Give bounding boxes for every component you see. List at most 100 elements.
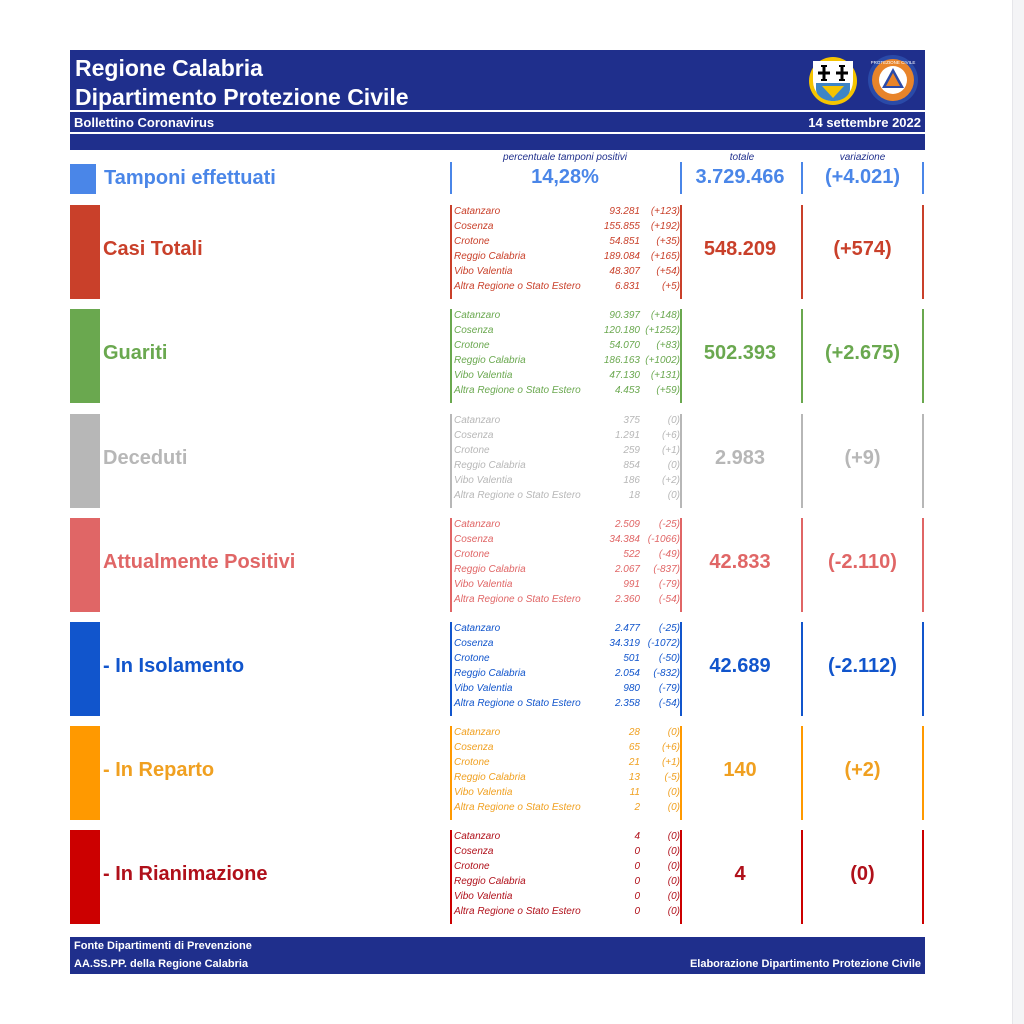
province-delta: (+35) (656, 236, 680, 247)
province-row: Catanzaro 28 (0) (454, 727, 682, 742)
divider (801, 830, 803, 924)
province-value: 120.180 (603, 325, 640, 336)
province-name: Crotone (454, 861, 490, 872)
header-stripe (70, 134, 925, 150)
footer-source-line2: AA.SS.PP. della Regione Calabria (74, 958, 249, 970)
province-delta: (0) (667, 861, 680, 872)
province-row: Crotone 0 (0) (454, 861, 682, 876)
province-name: Reggio Calabria (454, 772, 526, 783)
header-title: Regione Calabria Dipartimento Protezione… (75, 54, 409, 112)
province-delta: (-832) (653, 668, 680, 679)
divider (801, 205, 803, 299)
province-delta: (+5) (661, 281, 680, 292)
section-color-bar (70, 205, 100, 299)
province-value: 13 (628, 772, 640, 783)
province-value: 854 (623, 460, 640, 471)
section-row: Attualmente Positivi Catanzaro 2.509 (-25) C… (70, 518, 925, 612)
province-value: 47.130 (609, 370, 640, 381)
province-row: Crotone 54.851 (+35) (454, 236, 682, 251)
province-row: Cosenza 1.291 (+6) (454, 430, 682, 445)
province-value: 1.291 (614, 430, 640, 441)
divider (922, 162, 924, 194)
divider (680, 309, 682, 403)
bulletin-date: 14 settembre 2022 (808, 115, 921, 130)
tamponi-label: Tamponi effettuati (104, 167, 276, 189)
section-row: Deceduti Catanzaro 375 (0) Cosenza 1.291 (+6) C… (70, 414, 925, 508)
section-total: 4 (734, 863, 746, 885)
province-delta: (0) (667, 490, 680, 501)
province-name: Altra Regione o Stato Estero (454, 281, 581, 292)
svg-text:PROTEZIONE CIVILE: PROTEZIONE CIVILE (871, 60, 916, 65)
section-color-bar (70, 830, 100, 924)
protezione-civile-logo: PROTEZIONE CIVILE (868, 55, 918, 105)
province-value: 186 (623, 475, 640, 486)
divider (450, 414, 452, 508)
section-variation: (+2.675) (824, 342, 901, 364)
province-value: 522 (623, 549, 640, 560)
divider (680, 622, 682, 716)
province-delta: (0) (667, 876, 680, 887)
province-breakdown: Catanzaro 4 (0) Cosenza 0 (0) Crotone 0 (0) Reggi… (450, 830, 682, 924)
province-value: 93.281 (609, 206, 640, 217)
province-delta: (-79) (658, 579, 680, 590)
province-row: Catanzaro 4 (0) (454, 831, 682, 846)
province-delta: (-837) (653, 564, 680, 575)
province-value: 4 (634, 831, 640, 842)
divider (922, 726, 924, 820)
divider (450, 205, 452, 299)
province-delta: (-1066) (647, 534, 680, 545)
province-delta: (-1072) (647, 638, 680, 649)
province-value: 4.453 (614, 385, 640, 396)
province-row: Catanzaro 93.281 (+123) (454, 206, 682, 221)
province-row: Altra Regione o Stato Estero 0 (0) (454, 906, 682, 921)
province-name: Altra Regione o Stato Estero (454, 698, 581, 709)
divider (450, 162, 452, 194)
province-value: 259 (623, 445, 640, 456)
divider (450, 309, 452, 403)
regione-calabria-logo (809, 57, 857, 105)
province-row: Altra Regione o Stato Estero 6.831 (+5) (454, 281, 682, 296)
province-row: Vibo Valentia 11 (0) (454, 787, 682, 802)
province-name: Altra Regione o Stato Estero (454, 906, 581, 917)
province-value: 991 (623, 579, 640, 590)
tamponi-color-marker (70, 164, 96, 194)
province-row: Crotone 54.070 (+83) (454, 340, 682, 355)
header-bar: Regione Calabria Dipartimento Protezione… (70, 50, 925, 110)
subheader-bar: Bollettino Coronavirus 14 settembre 2022 (70, 112, 925, 132)
divider (680, 830, 682, 924)
divider (680, 414, 682, 508)
divider (801, 414, 803, 508)
province-name: Cosenza (454, 742, 494, 753)
province-value: 2.477 (614, 623, 640, 634)
province-row: Reggio Calabria 13 (-5) (454, 772, 682, 787)
province-value: 18 (628, 490, 640, 501)
province-name: Vibo Valentia (454, 266, 513, 277)
province-value: 155.855 (603, 221, 640, 232)
province-delta: (+1) (661, 445, 680, 456)
province-value: 2.067 (614, 564, 640, 575)
province-name: Catanzaro (454, 831, 501, 842)
province-name: Vibo Valentia (454, 787, 513, 798)
section-label: Guariti (103, 342, 168, 364)
province-name: Crotone (454, 445, 490, 456)
province-row: Reggio Calabria 854 (0) (454, 460, 682, 475)
province-value: 21 (628, 757, 640, 768)
section-color-bar (70, 726, 100, 820)
province-row: Vibo Valentia 0 (0) (454, 891, 682, 906)
divider (680, 205, 682, 299)
province-delta: (0) (667, 846, 680, 857)
province-delta: (-54) (658, 594, 680, 605)
province-delta: (+1002) (645, 355, 680, 366)
column-header-variation: variazione (839, 152, 886, 163)
province-name: Reggio Calabria (454, 460, 526, 471)
province-row: Vibo Valentia 186 (+2) (454, 475, 682, 490)
divider (680, 518, 682, 612)
province-name: Vibo Valentia (454, 579, 513, 590)
section-row: Casi Totali Catanzaro 93.281 (+123) Cosenza 1… (70, 205, 925, 299)
section-row: - In Isolamento Catanzaro 2.477 (-25) Cosenz… (70, 622, 925, 716)
province-value: 54.851 (609, 236, 640, 247)
section-row: Guariti Catanzaro 90.397 (+148) Cosenza 120.1… (70, 309, 925, 403)
province-row: Catanzaro 2.477 (-25) (454, 623, 682, 638)
province-value: 0 (634, 891, 640, 902)
footer-source-line1: Fonte Dipartimenti di Prevenzione (74, 940, 252, 952)
